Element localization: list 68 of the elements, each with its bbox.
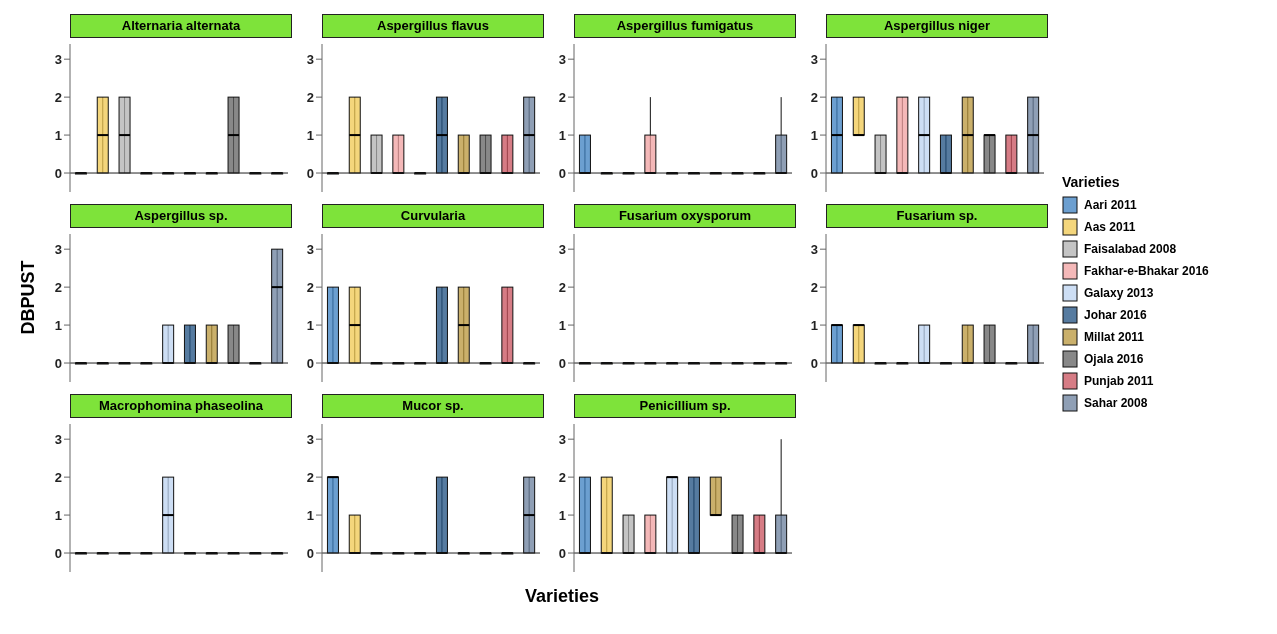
y-tick-label: 1 xyxy=(306,127,314,143)
legend-label: Fakhar-e-Bhakar 2016 xyxy=(1084,264,1209,278)
chart-title: Fusarium sp. xyxy=(826,204,1048,228)
y-tick-label: 2 xyxy=(54,89,62,105)
legend-title: Varieties xyxy=(1062,174,1121,190)
legend-label: Ojala 2016 xyxy=(1084,352,1144,366)
y-tick-label: 0 xyxy=(558,165,566,181)
y-tick-label: 2 xyxy=(558,469,566,485)
chart-title: Fusarium oxysporum xyxy=(574,204,796,228)
chart-title: Curvularia xyxy=(322,204,544,228)
y-tick-label: 1 xyxy=(306,317,314,333)
chart-title: Aspergillus sp. xyxy=(70,204,292,228)
x-axis-title: Varieties xyxy=(523,586,601,607)
y-tick-label: 0 xyxy=(306,165,314,181)
y-tick-label: 2 xyxy=(54,279,62,295)
y-tick-label: 2 xyxy=(558,89,566,105)
legend-label: Faisalabad 2008 xyxy=(1084,242,1177,256)
y-tick-label: 2 xyxy=(306,89,314,105)
y-tick-label: 2 xyxy=(306,469,314,485)
y-tick-label: 0 xyxy=(306,545,314,561)
y-axis-title: DBPUST xyxy=(17,259,39,337)
legend-label: Galaxy 2013 xyxy=(1084,286,1154,300)
legend-label: Aari 2011 xyxy=(1084,198,1137,212)
chart-title: Mucor sp. xyxy=(322,394,544,418)
y-tick-label: 3 xyxy=(54,51,62,67)
y-tick-label: 1 xyxy=(54,317,62,333)
legend-label: Aas 2011 xyxy=(1084,220,1136,234)
y-tick-label: 1 xyxy=(810,317,818,333)
y-tick-label: 2 xyxy=(810,279,818,295)
y-tick-label: 0 xyxy=(558,545,566,561)
y-tick-label: 3 xyxy=(558,241,566,257)
y-tick-label: 2 xyxy=(54,469,62,485)
y-tick-label: 0 xyxy=(54,355,62,371)
y-tick-label: 3 xyxy=(306,51,314,67)
y-tick-label: 3 xyxy=(54,431,62,447)
y-tick-label: 3 xyxy=(558,51,566,67)
y-tick-label: 3 xyxy=(558,431,566,447)
y-tick-label: 1 xyxy=(558,507,566,523)
y-tick-label: 0 xyxy=(306,355,314,371)
y-tick-label: 1 xyxy=(306,507,314,523)
y-tick-label: 0 xyxy=(810,355,818,371)
y-tick-label: 2 xyxy=(306,279,314,295)
y-tick-label: 1 xyxy=(810,127,818,143)
y-tick-label: 3 xyxy=(810,241,818,257)
y-tick-label: 3 xyxy=(306,241,314,257)
legend-label: Millat 2011 xyxy=(1084,330,1145,344)
y-tick-label: 1 xyxy=(54,127,62,143)
y-tick-label: 3 xyxy=(810,51,818,67)
y-tick-label: 3 xyxy=(306,431,314,447)
y-tick-label: 2 xyxy=(810,89,818,105)
legend-label: Johar 2016 xyxy=(1084,308,1147,322)
y-tick-label: 2 xyxy=(558,279,566,295)
y-tick-label: 1 xyxy=(54,507,62,523)
chart-title: Aspergillus fumigatus xyxy=(574,14,796,38)
chart-title: Macrophomina phaseolina xyxy=(70,394,292,418)
chart-title: Aspergillus niger xyxy=(826,14,1048,38)
legend-label: Punjab 2011 xyxy=(1084,374,1154,388)
y-tick-label: 3 xyxy=(54,241,62,257)
y-tick-label: 0 xyxy=(54,165,62,181)
y-tick-label: 0 xyxy=(54,545,62,561)
y-tick-label: 0 xyxy=(810,165,818,181)
y-tick-label: 1 xyxy=(558,317,566,333)
y-tick-label: 0 xyxy=(558,355,566,371)
chart-title: Penicillium sp. xyxy=(574,394,796,418)
chart-title: Alternaria alternata xyxy=(70,14,292,38)
legend-label: Sahar 2008 xyxy=(1084,396,1148,410)
y-tick-label: 1 xyxy=(558,127,566,143)
chart-title: Aspergillus flavus xyxy=(322,14,544,38)
